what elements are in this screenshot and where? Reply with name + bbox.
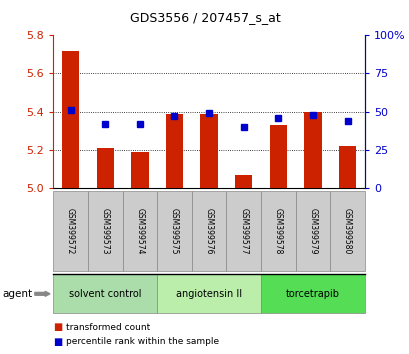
Text: ■: ■ — [53, 337, 63, 347]
Text: GSM399580: GSM399580 — [342, 208, 351, 254]
Bar — [303, 113, 321, 188]
Text: GSM399575: GSM399575 — [170, 208, 179, 254]
Text: GSM399573: GSM399573 — [101, 208, 110, 254]
Text: GSM399577: GSM399577 — [238, 208, 247, 254]
Text: GSM399578: GSM399578 — [273, 208, 282, 254]
Text: GSM399574: GSM399574 — [135, 208, 144, 254]
Bar — [165, 114, 183, 188]
Text: GSM399579: GSM399579 — [308, 208, 317, 254]
Bar — [200, 114, 217, 188]
Bar — [62, 51, 79, 188]
Bar — [234, 175, 252, 188]
Text: GDS3556 / 207457_s_at: GDS3556 / 207457_s_at — [129, 11, 280, 24]
Text: angiotensin II: angiotensin II — [175, 289, 242, 299]
Bar — [269, 125, 286, 188]
Text: GSM399572: GSM399572 — [66, 208, 75, 254]
Text: transformed count: transformed count — [65, 323, 149, 332]
Text: ■: ■ — [53, 322, 63, 332]
Bar — [97, 148, 114, 188]
Bar — [338, 146, 355, 188]
Text: torcetrapib: torcetrapib — [285, 289, 339, 299]
Text: percentile rank within the sample: percentile rank within the sample — [65, 337, 218, 346]
Bar — [131, 153, 148, 188]
Text: agent: agent — [2, 289, 32, 299]
Text: solvent control: solvent control — [69, 289, 141, 299]
Text: GSM399576: GSM399576 — [204, 208, 213, 254]
